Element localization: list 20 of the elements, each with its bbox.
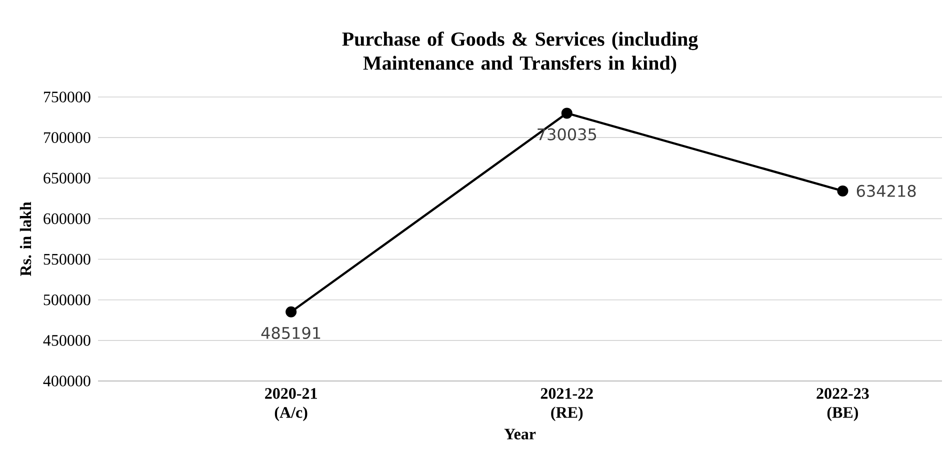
data-label: 730035 [538,128,596,140]
x-tick-label: 2021-22 (RE) [540,388,593,422]
y-axis-title: Rs. in lakh [20,202,32,276]
x-tick-label: 2020-21 (A/c) [265,388,317,422]
y-tick-label: 400000 [43,376,90,386]
point [286,306,297,318]
y-tick-label: 650000 [44,172,90,184]
y-tick-label: 500000 [44,294,90,306]
data-label: 634218 [856,184,916,197]
y-tick-label: 550000 [44,254,90,265]
x-tick-label: 2022-23 (BE) [816,388,869,422]
point [837,185,848,196]
y-tick-label: 600000 [44,213,90,224]
x-axis-title: Year [504,428,536,440]
y-tick-label: 450000 [43,335,90,346]
y-tick-label: 700000 [44,132,90,143]
data-label: 485191 [261,326,320,340]
point [561,108,572,119]
chart-title: Purchase of Goods & Services (including Maintenance and Transfers in kind) [342,32,698,74]
y-tick-label: 750000 [44,92,90,102]
